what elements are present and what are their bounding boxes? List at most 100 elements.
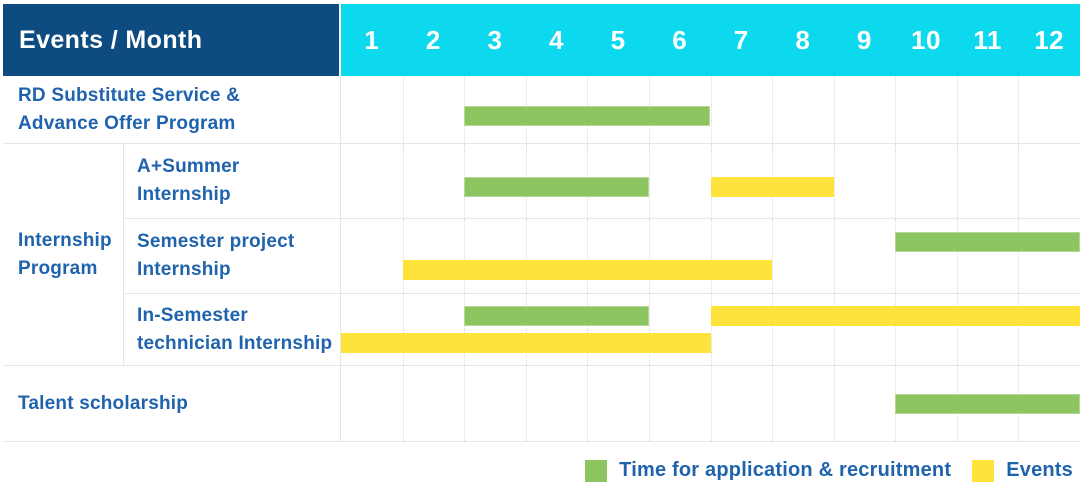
bar-event [402,260,773,280]
month-gridline [833,366,835,441]
month-gridline [648,294,650,365]
events-month-table: Events / Month 1 2 3 4 5 6 7 8 9 10 11 12 RD Substi… [3,4,1080,442]
row-label-line: A+Summer [137,156,240,177]
group-label-line: Internship [18,229,112,251]
month-gridline [1018,144,1020,218]
row-label-line: Internship [137,259,231,280]
internship-program-group: Internship Program A+Summer Internship S… [3,144,1080,366]
row-semester-project-internship: Semester project Internship [124,219,1080,294]
month-label-8: 8 [795,24,811,55]
month-label-10: 10 [911,24,941,55]
row-label-rd-substitute: RD Substitute Service & Advance Offer Pr… [3,76,341,143]
legend-item-recruitment: Time for application & recruitment [585,459,951,482]
month-gridline [648,366,650,441]
month-gridline [956,219,958,293]
internship-program-subrows: A+Summer Internship Semester project Int… [124,144,1080,366]
row-label-line: technician Internship [137,332,333,354]
row-label-talent-scholarship: Talent scholarship [3,366,341,441]
month-label-5: 5 [610,24,626,55]
month-gridline [895,294,897,365]
legend-swatch-events [972,459,995,482]
month-gridline [648,144,650,218]
legend-label-events: Events [1006,459,1073,481]
month-gridline [402,144,404,218]
timeline-in-semester-technician-internship [341,294,1080,365]
month-gridline [525,294,527,365]
month-gridline [772,219,774,293]
legend-item-events: Events [972,459,1073,482]
month-label-2: 2 [425,24,441,55]
row-label-line: Advance Offer Program [18,112,236,134]
month-gridline [710,294,712,365]
bar-recruitment [895,232,1080,252]
month-gridline [1018,76,1020,143]
group-label-line: Program [18,257,98,279]
timeline-talent-scholarship [341,366,1080,441]
row-label-line: Semester project [137,231,295,252]
month-gridline [956,76,958,143]
month-gridline [833,294,835,365]
timeline-rd-substitute [341,76,1080,143]
row-rd-substitute: RD Substitute Service & Advance Offer Pr… [3,76,1080,144]
month-gridline [833,219,835,293]
month-gridline [895,219,897,293]
month-gridline [402,366,404,441]
month-gridline [710,76,712,143]
month-gridline [956,294,958,365]
month-gridline [402,219,404,293]
legend-label-recruitment: Time for application & recruitment [619,459,952,481]
month-gridline [895,144,897,218]
timeline-a-summer-internship [341,144,1080,218]
row-label-line: RD Substitute Service & [18,84,241,106]
month-gridline [710,366,712,441]
group-label-internship-program: Internship Program [3,144,124,366]
month-label-4: 4 [549,24,564,55]
month-label-12: 12 [1034,24,1065,55]
month-gridline [464,294,466,365]
month-gridline [772,76,774,143]
bar-event [710,177,834,197]
month-label-9: 9 [856,24,872,55]
row-label-line: Internship [137,184,231,205]
month-header-row: 1 2 3 4 5 6 7 8 9 10 11 12 [341,4,1080,76]
row-label-semester-project-internship: Semester project Internship [124,219,341,293]
month-label-6: 6 [672,24,688,55]
bar-event [710,306,1080,326]
month-gridline [525,219,527,293]
month-gridline [587,366,589,441]
bar-recruitment [895,394,1080,414]
row-label-a-summer-internship: A+Summer Internship [124,144,341,218]
bar-recruitment [464,306,649,326]
month-gridline [464,366,466,441]
row-a-summer-internship: A+Summer Internship [124,144,1080,219]
timeline-semester-project-internship [341,219,1080,293]
events-month-header-cell: Events / Month [3,4,339,76]
legend: Time for application & recruitment Event… [585,459,1073,482]
row-talent-scholarship: Talent scholarship [3,366,1080,442]
month-gridline [772,366,774,441]
month-label-3: 3 [487,24,503,55]
month-label-7: 7 [733,24,749,55]
row-label-in-semester-technician-internship: In-Semester technician Internship [124,294,341,365]
month-gridline [956,144,958,218]
month-gridline [464,219,466,293]
month-gridline [648,219,650,293]
month-gridline [587,219,589,293]
month-gridline [402,76,404,143]
bar-recruitment [464,106,711,126]
month-label-11: 11 [973,24,1002,55]
table-header-row: Events / Month 1 2 3 4 5 6 7 8 9 10 11 12 [3,4,1080,76]
month-gridline [833,76,835,143]
month-gridline [587,294,589,365]
month-gridline [525,366,527,441]
month-gridline [1018,294,1020,365]
month-gridline [895,76,897,143]
bar-recruitment [464,177,649,197]
legend-swatch-recruitment [585,459,608,482]
month-gridline [710,219,712,293]
month-gridline [402,294,404,365]
month-gridline [833,144,835,218]
row-in-semester-technician-internship: In-Semester technician Internship [124,294,1080,366]
month-label-1: 1 [364,24,380,55]
